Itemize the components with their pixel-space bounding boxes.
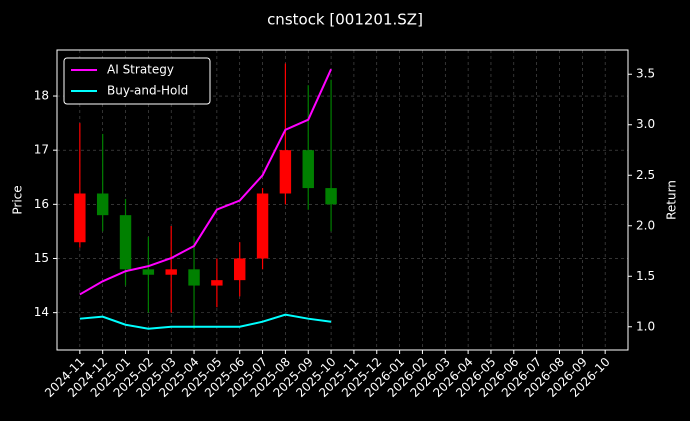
y-tick-label: 15 [34,251,49,265]
candle-body [211,280,223,286]
y2-tick-label: 1.5 [636,269,655,283]
y-axis-label: Price [11,185,25,214]
plot-frame [56,49,629,351]
candle-body [256,193,269,259]
y2-tick-label: 1.0 [636,319,655,333]
candle-body [165,269,177,275]
candle-body [325,188,337,205]
y2-tick-label: 2.5 [636,168,655,182]
candle-body [119,215,132,270]
y2-tick-label: 3.5 [636,67,655,81]
y-tick-label: 17 [34,143,49,157]
y2-tick-label: 2.0 [636,218,655,232]
return-line [79,68,332,296]
y-tick-label: 16 [34,197,49,211]
y2-tick-label: 3.0 [636,117,655,131]
y-tick-label: 14 [34,305,49,319]
candle-body [234,258,246,281]
candle-body [74,193,86,243]
legend-box [63,57,211,105]
y-tick-label: 18 [34,89,49,103]
candle-body [302,150,314,189]
legend-label: AI Strategy [107,63,174,77]
candle-body [279,150,292,194]
candle-body [96,193,109,216]
legend-label: Buy-and-Hold [107,84,188,98]
chart-title: cnstock [001201.SZ] [267,11,423,29]
candle-body [142,269,155,275]
return-line [79,313,332,330]
y2-axis-label: Return [665,180,679,220]
candle-body [188,269,200,286]
